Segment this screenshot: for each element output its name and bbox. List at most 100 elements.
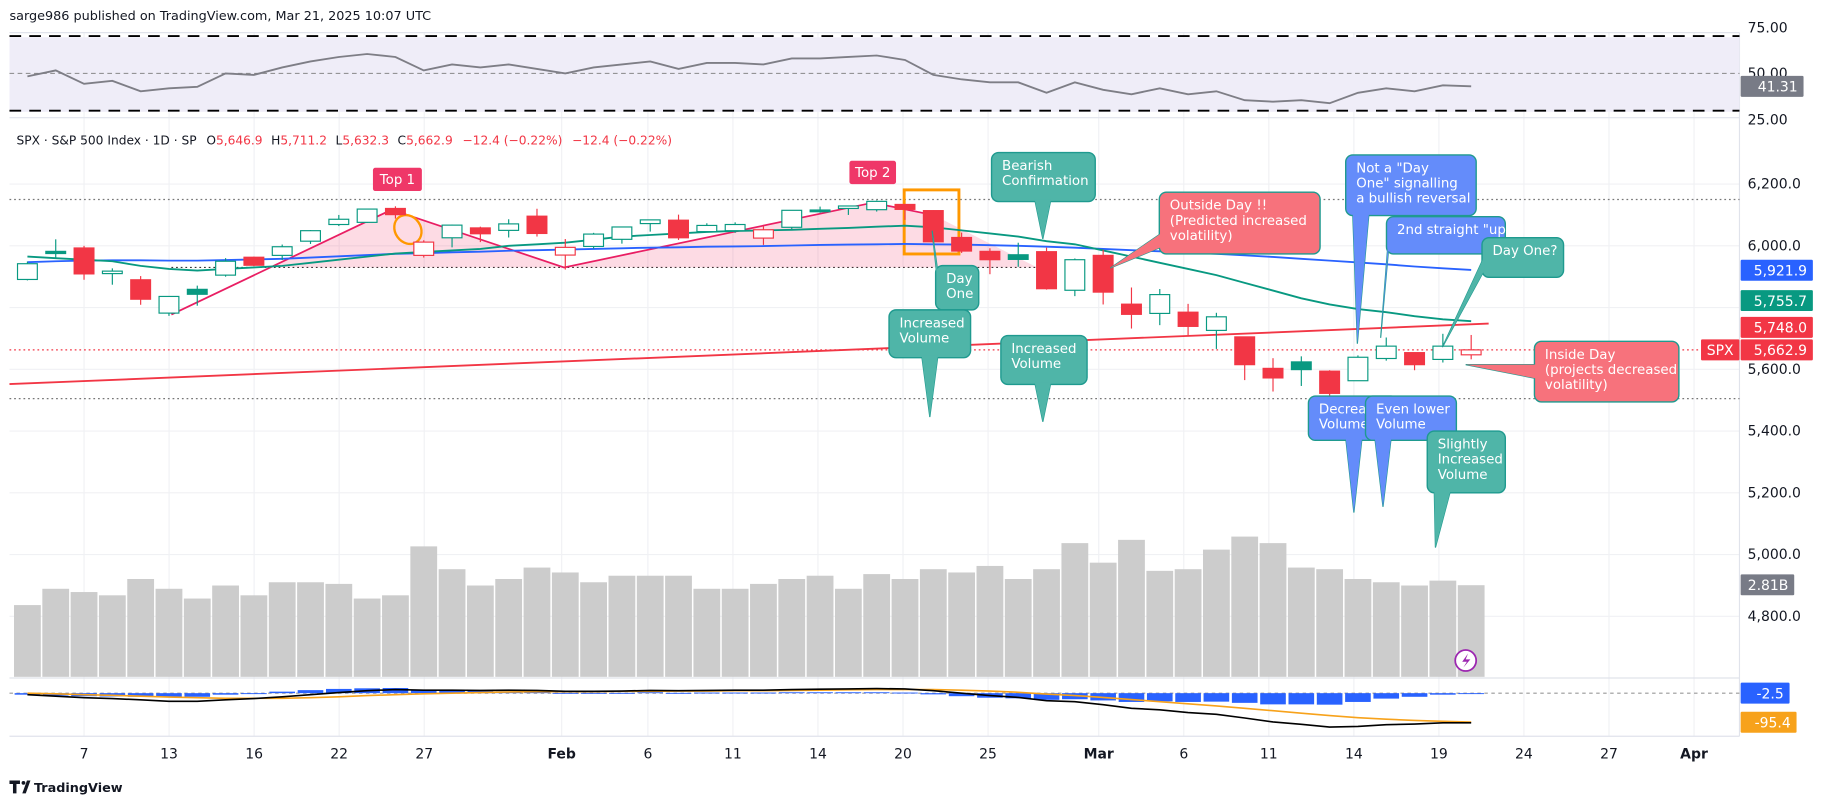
candle[interactable] xyxy=(752,226,774,245)
candle[interactable] xyxy=(639,219,661,232)
callout-tail xyxy=(932,230,938,287)
price-axis-tick: 5,000.0 xyxy=(1748,547,1801,563)
candle[interactable] xyxy=(300,230,321,244)
tradingview-logo[interactable]: TradingView xyxy=(9,780,123,797)
candle[interactable] xyxy=(356,208,378,223)
candle[interactable] xyxy=(1290,356,1312,386)
rsi-line xyxy=(27,53,1472,105)
candle-body xyxy=(866,200,888,211)
candles[interactable] xyxy=(16,200,1482,399)
annotations[interactable]: Top 1 Top 2 BearishConfirmationDayOneIncre… xyxy=(372,151,1680,548)
candle[interactable] xyxy=(186,285,208,306)
volume-bar xyxy=(1089,562,1117,677)
candle[interactable] xyxy=(1064,258,1086,297)
annotation-callout[interactable]: Outside Day !!(Predicted increasedvolati… xyxy=(1110,191,1321,269)
volume-bar xyxy=(1344,578,1372,677)
macd-pane[interactable] xyxy=(9,687,1740,728)
time-axis[interactable]: 7 13 16 22 27 Feb 6 11 14 20 25 Mar 6 11 14 19 24 27 Apr xyxy=(80,746,1708,762)
candle[interactable] xyxy=(809,206,831,213)
callout-text: Not a "Day xyxy=(1356,161,1429,176)
candle[interactable] xyxy=(1262,358,1284,392)
callout-text: Volume xyxy=(1319,418,1369,433)
candle[interactable] xyxy=(526,208,548,237)
volume-bar xyxy=(1287,567,1315,677)
macd-line xyxy=(27,687,1472,728)
candle[interactable] xyxy=(73,245,95,280)
candle[interactable] xyxy=(441,224,463,248)
rsi-pane[interactable] xyxy=(9,35,1740,112)
candle[interactable] xyxy=(243,256,265,267)
sma-green-value: 5,755.7 xyxy=(1754,294,1807,310)
candle[interactable] xyxy=(724,222,746,233)
candle[interactable] xyxy=(215,258,237,277)
candle[interactable] xyxy=(101,268,123,285)
alert-lightning-icon[interactable] xyxy=(1454,649,1478,672)
macd-histogram-bar xyxy=(948,693,975,697)
candle[interactable] xyxy=(1036,247,1058,290)
candle-body xyxy=(243,256,265,266)
annotation-callout[interactable]: Top 2 xyxy=(849,160,897,185)
annotation-callout[interactable]: Top 1 xyxy=(372,167,422,192)
candle[interactable] xyxy=(498,219,520,238)
volume-bar xyxy=(70,592,98,677)
candle[interactable] xyxy=(1177,303,1199,336)
candle[interactable] xyxy=(1007,242,1029,267)
candle[interactable] xyxy=(668,214,690,240)
volume-bar xyxy=(806,575,834,677)
callout-text: Slightly xyxy=(1438,438,1488,453)
annotation-callout[interactable]: 2nd straight "up" day xyxy=(1380,215,1541,338)
candle[interactable] xyxy=(1234,336,1256,381)
candle[interactable] xyxy=(469,226,491,243)
candle[interactable] xyxy=(271,244,293,261)
volume-bar xyxy=(665,575,692,677)
candle[interactable] xyxy=(696,223,718,233)
candle[interactable] xyxy=(866,200,888,212)
macd-histogram-bar xyxy=(241,693,267,695)
candle[interactable] xyxy=(158,295,180,316)
candle[interactable] xyxy=(1120,287,1142,329)
candle[interactable] xyxy=(583,232,605,249)
candle[interactable] xyxy=(837,205,859,215)
candle[interactable] xyxy=(413,240,435,258)
candle-body xyxy=(441,224,463,239)
candle[interactable] xyxy=(1404,352,1426,371)
candle[interactable] xyxy=(328,214,350,227)
candle[interactable] xyxy=(554,239,576,270)
candle[interactable] xyxy=(1205,312,1227,349)
candle[interactable] xyxy=(951,232,973,253)
callout-text: Volume xyxy=(1438,468,1488,483)
candle[interactable] xyxy=(1375,337,1397,361)
right-price-axis[interactable]: 75.0050.0025.006,200.06,000.05,600.05,40… xyxy=(1701,21,1813,733)
candle[interactable] xyxy=(1092,249,1114,305)
candle[interactable] xyxy=(979,248,1001,275)
candle[interactable] xyxy=(781,209,803,231)
candle[interactable] xyxy=(1319,370,1341,399)
candle-body xyxy=(300,230,321,242)
candle[interactable] xyxy=(1149,289,1171,326)
candle[interactable] xyxy=(1432,333,1454,363)
candle[interactable] xyxy=(16,261,38,281)
candle-body xyxy=(1064,259,1086,291)
candle-body xyxy=(809,209,831,213)
candle[interactable] xyxy=(1347,355,1369,382)
sma-red-badge xyxy=(1740,316,1813,338)
candle[interactable] xyxy=(384,206,406,219)
candle[interactable] xyxy=(611,226,633,244)
candle[interactable] xyxy=(894,203,916,220)
callout-tail xyxy=(1434,490,1451,548)
candle[interactable] xyxy=(130,276,152,305)
candle[interactable] xyxy=(1460,334,1482,360)
candle[interactable] xyxy=(45,239,67,259)
candle-body xyxy=(1375,345,1397,360)
callout-tail xyxy=(1442,256,1485,348)
annotation-callout[interactable]: Day One? xyxy=(1441,236,1565,348)
